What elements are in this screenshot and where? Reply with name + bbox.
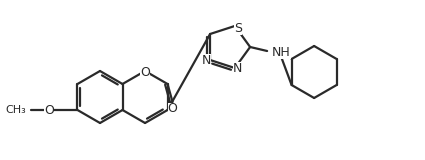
Text: O: O: [167, 103, 178, 116]
Text: S: S: [234, 22, 242, 36]
Text: N: N: [233, 62, 243, 75]
Text: O: O: [44, 104, 54, 116]
Text: CH₃: CH₃: [5, 105, 26, 115]
Text: NH: NH: [272, 45, 291, 59]
Text: O: O: [140, 65, 150, 79]
Text: N: N: [201, 53, 211, 67]
